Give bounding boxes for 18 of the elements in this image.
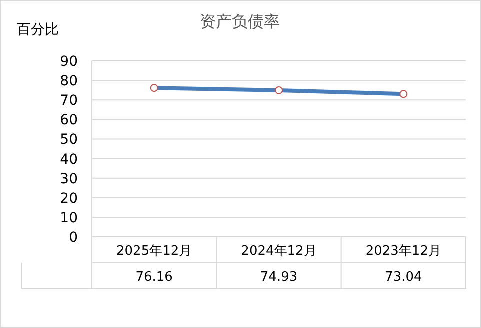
data-label: 76.16 [136,270,173,285]
y-tick-label: 80 [60,74,78,90]
y-tick-label: 90 [60,54,78,70]
y-tick-label: 70 [60,93,78,110]
x-tick-label: 2024年12月 [241,244,317,259]
data-label: 74.93 [260,270,298,285]
y-tick-label: 20 [60,190,78,207]
y-tick-label: 40 [60,152,78,168]
y-tick-label: 10 [60,210,78,226]
y-axis-title: 百分比 [17,22,59,38]
x-tick-label: 2023年12月 [366,244,442,259]
chart-title: 资产负债率 [200,12,280,31]
x-tick-label: 2025年12月 [116,244,192,259]
y-tick-label: 0 [69,230,78,246]
y-tick-label: 30 [60,171,78,188]
data-label: 73.04 [385,270,422,285]
y-tick-label: 50 [60,132,78,148]
y-tick-label: 60 [60,112,78,129]
